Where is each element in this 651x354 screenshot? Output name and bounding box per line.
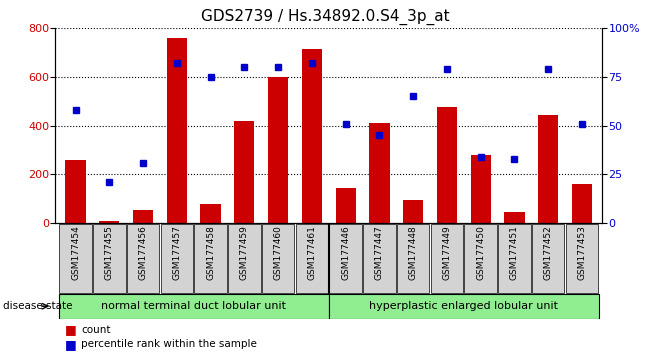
FancyBboxPatch shape xyxy=(195,224,227,293)
Text: GSM177454: GSM177454 xyxy=(71,225,80,280)
Text: ■: ■ xyxy=(65,338,77,350)
Bar xyxy=(167,38,187,223)
FancyBboxPatch shape xyxy=(161,224,193,293)
Text: hyperplastic enlarged lobular unit: hyperplastic enlarged lobular unit xyxy=(369,301,559,311)
Text: GSM177452: GSM177452 xyxy=(544,225,553,280)
Text: ■: ■ xyxy=(65,323,77,336)
FancyBboxPatch shape xyxy=(329,224,362,293)
FancyBboxPatch shape xyxy=(59,224,92,293)
FancyBboxPatch shape xyxy=(363,224,396,293)
Text: GSM177451: GSM177451 xyxy=(510,225,519,280)
Bar xyxy=(471,155,491,223)
FancyBboxPatch shape xyxy=(296,224,328,293)
Bar xyxy=(403,200,423,223)
Text: GSM177455: GSM177455 xyxy=(105,225,114,280)
FancyBboxPatch shape xyxy=(93,224,126,293)
Text: GSM177453: GSM177453 xyxy=(577,225,587,280)
Text: GSM177457: GSM177457 xyxy=(173,225,182,280)
FancyBboxPatch shape xyxy=(329,294,599,319)
Bar xyxy=(99,221,120,223)
Text: percentile rank within the sample: percentile rank within the sample xyxy=(81,339,257,349)
Bar xyxy=(201,204,221,223)
Text: GSM177449: GSM177449 xyxy=(443,225,451,280)
Text: GDS2739 / Hs.34892.0.S4_3p_at: GDS2739 / Hs.34892.0.S4_3p_at xyxy=(201,9,450,25)
FancyBboxPatch shape xyxy=(59,294,329,319)
Bar xyxy=(538,115,559,223)
Text: GSM177456: GSM177456 xyxy=(139,225,148,280)
Text: normal terminal duct lobular unit: normal terminal duct lobular unit xyxy=(102,301,286,311)
Text: GSM177450: GSM177450 xyxy=(476,225,485,280)
Text: count: count xyxy=(81,325,111,335)
Bar xyxy=(133,210,153,223)
Text: GSM177460: GSM177460 xyxy=(273,225,283,280)
Bar xyxy=(335,188,355,223)
Text: GSM177446: GSM177446 xyxy=(341,225,350,280)
Text: GSM177461: GSM177461 xyxy=(307,225,316,280)
Bar xyxy=(369,123,389,223)
Bar xyxy=(234,121,255,223)
FancyBboxPatch shape xyxy=(397,224,430,293)
Bar xyxy=(572,184,592,223)
FancyBboxPatch shape xyxy=(532,224,564,293)
FancyBboxPatch shape xyxy=(127,224,159,293)
Bar xyxy=(66,160,86,223)
Text: GSM177459: GSM177459 xyxy=(240,225,249,280)
Text: GSM177448: GSM177448 xyxy=(409,225,418,280)
FancyBboxPatch shape xyxy=(498,224,531,293)
Bar xyxy=(302,49,322,223)
Text: GSM177458: GSM177458 xyxy=(206,225,215,280)
Text: disease state: disease state xyxy=(3,301,73,311)
FancyBboxPatch shape xyxy=(464,224,497,293)
FancyBboxPatch shape xyxy=(431,224,463,293)
Bar xyxy=(437,107,457,223)
Bar xyxy=(505,212,525,223)
Bar xyxy=(268,77,288,223)
FancyBboxPatch shape xyxy=(262,224,294,293)
FancyBboxPatch shape xyxy=(566,224,598,293)
FancyBboxPatch shape xyxy=(228,224,260,293)
Text: GSM177447: GSM177447 xyxy=(375,225,384,280)
